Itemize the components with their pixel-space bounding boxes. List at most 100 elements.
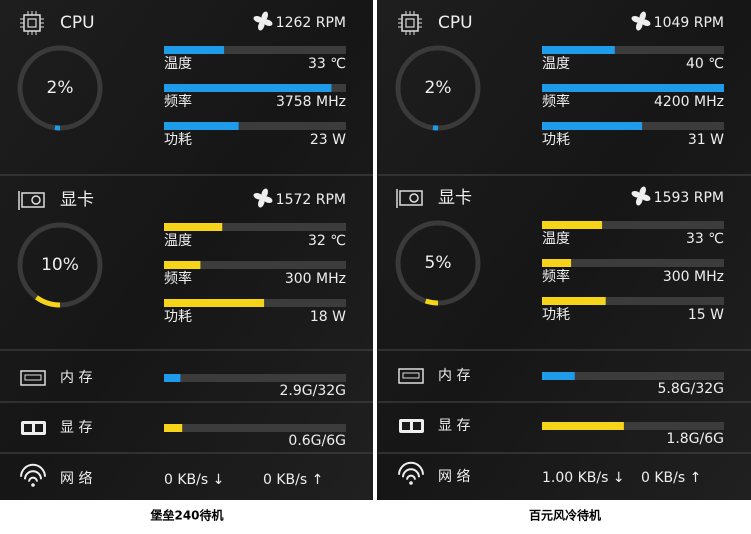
gauge-label: 5%	[425, 253, 452, 273]
bar-fill	[542, 46, 615, 54]
panel-background	[377, 0, 751, 500]
wifi-icon	[402, 468, 420, 478]
fan-speed: 1262 RPM	[276, 15, 346, 31]
bar-fill	[542, 372, 575, 380]
gpu-icon	[31, 195, 41, 205]
row-name: 网 络	[60, 471, 92, 487]
vram-icon	[35, 424, 43, 432]
fan-icon	[257, 20, 265, 31]
gauge-arc	[35, 295, 61, 308]
gpu-icon	[409, 193, 419, 203]
wifi-icon	[409, 481, 413, 485]
metric-name: 温度	[164, 56, 192, 72]
cpu-icon	[405, 18, 415, 28]
memory-icon	[20, 370, 46, 386]
metric-value: 300 MHz	[285, 271, 346, 287]
fan-icon	[261, 11, 269, 22]
fan-icon	[639, 11, 647, 22]
row-name: 显 存	[60, 420, 92, 436]
vram-icon	[402, 422, 410, 430]
vram-icon	[413, 422, 421, 430]
fan-icon	[262, 196, 273, 204]
metric-value: 31 W	[688, 132, 724, 148]
memory-icon	[24, 374, 42, 381]
wifi-icon	[398, 461, 424, 475]
fan-icon	[639, 186, 647, 197]
section-title: 显卡	[60, 190, 94, 210]
metric-value: 40 ℃	[686, 56, 724, 72]
caption: 百元风冷待机	[529, 508, 601, 523]
row-name: 显 存	[438, 418, 470, 434]
gauge-arc	[424, 298, 439, 306]
gauge-label: 2%	[425, 78, 452, 98]
metric-value: 33 ℃	[308, 56, 346, 72]
fan-icon	[631, 190, 642, 198]
metric-value: 15 W	[688, 307, 724, 323]
wifi-icon	[20, 463, 46, 477]
bar-fill	[542, 84, 724, 92]
bar-fill	[542, 297, 606, 305]
row-name: 网 络	[438, 469, 470, 485]
section-title: 显卡	[438, 188, 472, 208]
metric-name: 功耗	[542, 132, 570, 148]
metric-name: 功耗	[164, 309, 192, 325]
gauge-label: 10%	[41, 255, 79, 275]
wifi-icon	[31, 483, 35, 487]
bar-fill	[164, 261, 201, 269]
bar-track	[542, 422, 724, 430]
bar-track	[164, 424, 346, 432]
metric-name: 功耗	[542, 307, 570, 323]
metric-value: 4200 MHz	[654, 94, 724, 110]
fan-icon	[631, 15, 642, 23]
gpu-icon	[21, 192, 45, 208]
metric-value: 32 ℃	[308, 233, 346, 249]
metric-value: 300 MHz	[663, 269, 724, 285]
fan-speed: 1572 RPM	[276, 192, 346, 208]
bar-fill	[164, 223, 223, 231]
bar-track	[164, 122, 346, 130]
wifi-icon	[24, 470, 42, 480]
row-value: 2.9G/32G	[280, 383, 347, 399]
row-value: 5.8G/32G	[658, 381, 725, 397]
section-title: CPU	[60, 13, 95, 33]
memory-icon	[398, 368, 424, 384]
bar-track	[542, 259, 724, 267]
bar-fill	[164, 84, 332, 92]
bar-fill	[164, 374, 181, 382]
metric-name: 频率	[542, 268, 570, 285]
row-name: 内 存	[60, 370, 92, 386]
wifi-icon	[28, 476, 38, 482]
net-down: 0 KB/s ↓	[164, 472, 224, 488]
wifi-icon	[406, 474, 416, 480]
bar-fill	[542, 221, 603, 229]
fan-icon	[635, 195, 643, 206]
bar-track	[542, 372, 724, 380]
metric-name: 频率	[164, 270, 192, 287]
bar-fill	[164, 46, 225, 54]
fan-icon	[262, 19, 273, 27]
bar-track	[542, 297, 724, 305]
gpu-icon	[399, 190, 423, 206]
cpu-icon	[27, 18, 37, 28]
bar-fill	[542, 422, 624, 430]
gauge-label: 2%	[47, 78, 74, 98]
metric-value: 23 W	[310, 132, 346, 148]
caption: 堡垒240待机	[150, 508, 223, 523]
bar-fill	[164, 424, 183, 432]
metric-name: 功耗	[164, 132, 192, 148]
metric-name: 温度	[164, 233, 192, 249]
bar-track	[164, 261, 346, 269]
metric-value: 33 ℃	[686, 231, 724, 247]
fan-icon	[640, 19, 651, 27]
vram-icon	[24, 424, 32, 432]
section-title: CPU	[438, 13, 473, 33]
metric-name: 温度	[542, 231, 570, 247]
metric-value: 18 W	[310, 309, 346, 325]
fan-icon	[253, 15, 264, 23]
fan-icon	[257, 197, 265, 208]
net-up: 0 KB/s ↑	[641, 470, 701, 486]
bar-fill	[542, 122, 643, 130]
bar-track	[164, 374, 346, 382]
bar-fill	[542, 259, 572, 267]
